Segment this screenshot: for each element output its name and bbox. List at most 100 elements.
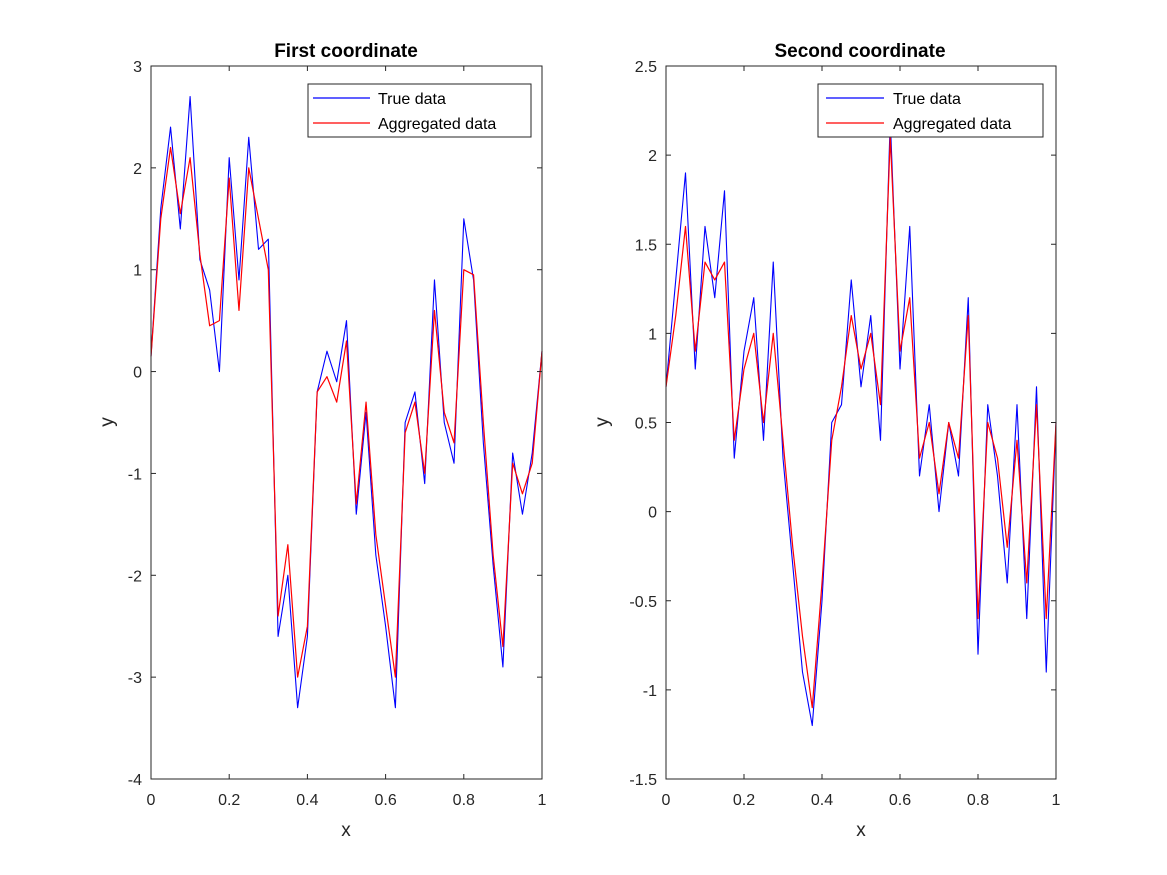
data-point-aggregated-data <box>248 167 250 169</box>
data-point-aggregated-data <box>1016 439 1018 441</box>
data-point-true-data <box>938 510 940 512</box>
legend-true-data-label: True data <box>893 91 961 108</box>
data-point-aggregated-data <box>336 401 338 403</box>
y-tick-label: 2.5 <box>635 59 657 76</box>
data-point-true-data <box>306 635 308 637</box>
data-point-true-data <box>179 228 181 230</box>
axes-box <box>150 65 543 780</box>
y-tick-label: 0 <box>648 505 657 522</box>
data-point-aggregated-data <box>238 309 240 311</box>
data-point-true-data <box>521 513 523 515</box>
data-point-aggregated-data <box>453 442 455 444</box>
x-tick-label: 0 <box>662 792 671 809</box>
data-point-aggregated-data <box>762 421 764 423</box>
data-point-true-data <box>433 279 435 281</box>
data-point-aggregated-data <box>218 319 220 321</box>
data-point-true-data <box>228 156 230 158</box>
data-point-true-data <box>287 574 289 576</box>
data-point-true-data <box>1035 386 1037 388</box>
panel-title: Second coordinate <box>774 41 945 62</box>
data-point-true-data <box>296 707 298 709</box>
data-point-aggregated-data <box>977 617 979 619</box>
data-point-true-data <box>967 297 969 299</box>
y-axis-label: y <box>592 417 613 427</box>
data-point-true-data <box>792 564 794 566</box>
data-point-true-data <box>257 248 259 250</box>
data-point-true-data <box>782 457 784 459</box>
data-point-true-data <box>918 475 920 477</box>
data-point-true-data <box>879 439 881 441</box>
data-point-aggregated-data <box>870 332 872 334</box>
y-tick-label: -1 <box>643 683 657 700</box>
data-point-true-data <box>326 350 328 352</box>
data-point-aggregated-data <box>160 218 162 220</box>
data-point-true-data <box>511 452 513 454</box>
data-point-aggregated-data <box>179 212 181 214</box>
ticks-layer: 0 0.2 0.4 0.6 0.8 1 -1.5 -1 -0.5 0 0.5 1 1.5 2 2.5 <box>629 59 1060 809</box>
data-point-aggregated-data <box>938 493 940 495</box>
data-point-true-data <box>424 482 426 484</box>
data-point-aggregated-data <box>909 297 911 299</box>
data-point-aggregated-data <box>511 462 513 464</box>
data-point-aggregated-data <box>899 350 901 352</box>
data-point-aggregated-data <box>987 421 989 423</box>
x-tick-label: 0.8 <box>967 792 989 809</box>
y-tick-label: 0.5 <box>635 416 657 433</box>
data-point-aggregated-data <box>355 503 357 505</box>
data-point-aggregated-data <box>1006 546 1008 548</box>
data-point-aggregated-data <box>472 274 474 276</box>
data-point-aggregated-data <box>948 421 950 423</box>
data-point-aggregated-data <box>831 439 833 441</box>
data-point-true-data <box>1045 671 1047 673</box>
data-point-true-data <box>772 261 774 263</box>
data-point-true-data <box>928 403 930 405</box>
data-point-true-data <box>850 279 852 281</box>
x-axis-label: x <box>856 820 866 841</box>
data-point-aggregated-data <box>492 554 494 556</box>
data-point-aggregated-data <box>684 225 686 227</box>
data-point-true-data <box>1016 403 1018 405</box>
data-point-aggregated-data <box>753 332 755 334</box>
data-point-true-data <box>762 439 764 441</box>
data-point-true-data <box>860 386 862 388</box>
data-point-aggregated-data <box>306 625 308 627</box>
legend-box <box>817 83 1044 138</box>
data-point-true-data <box>189 95 191 97</box>
data-point-true-data <box>218 370 220 372</box>
series-layer <box>150 95 543 709</box>
data-point-aggregated-data <box>502 645 504 647</box>
data-point-aggregated-data <box>394 676 396 678</box>
data-point-aggregated-data <box>918 457 920 459</box>
data-point-true-data <box>336 381 338 383</box>
data-point-true-data <box>831 421 833 423</box>
y-tick-label: 1 <box>133 263 142 280</box>
legend: True data Aggregated data <box>307 83 532 138</box>
data-point-aggregated-data <box>345 340 347 342</box>
data-point-aggregated-data <box>404 431 406 433</box>
data-point-true-data <box>840 403 842 405</box>
data-point-aggregated-data <box>208 325 210 327</box>
legend-aggregated-data-label: Aggregated data <box>378 116 496 133</box>
data-point-true-data <box>675 279 677 281</box>
data-point-aggregated-data <box>433 309 435 311</box>
x-tick-label: 0 <box>147 792 156 809</box>
data-point-true-data <box>977 653 979 655</box>
data-point-aggregated-data <box>199 253 201 255</box>
y-tick-label: 3 <box>133 59 142 76</box>
data-point-true-data <box>723 190 725 192</box>
y-tick-label: -0.5 <box>629 594 657 611</box>
data-point-aggregated-data <box>801 635 803 637</box>
data-point-true-data <box>753 297 755 299</box>
data-point-aggregated-data <box>1035 403 1037 405</box>
data-point-aggregated-data <box>792 546 794 548</box>
y-tick-label: 2 <box>648 148 657 165</box>
data-point-true-data <box>355 513 357 515</box>
data-point-aggregated-data <box>850 314 852 316</box>
data-point-true-data <box>404 421 406 423</box>
data-point-aggregated-data <box>414 401 416 403</box>
data-point-aggregated-data <box>860 368 862 370</box>
legend: True data Aggregated data <box>817 83 1044 138</box>
data-point-aggregated-data <box>267 269 269 271</box>
data-point-aggregated-data <box>326 375 328 377</box>
y-tick-label: -3 <box>128 670 142 687</box>
